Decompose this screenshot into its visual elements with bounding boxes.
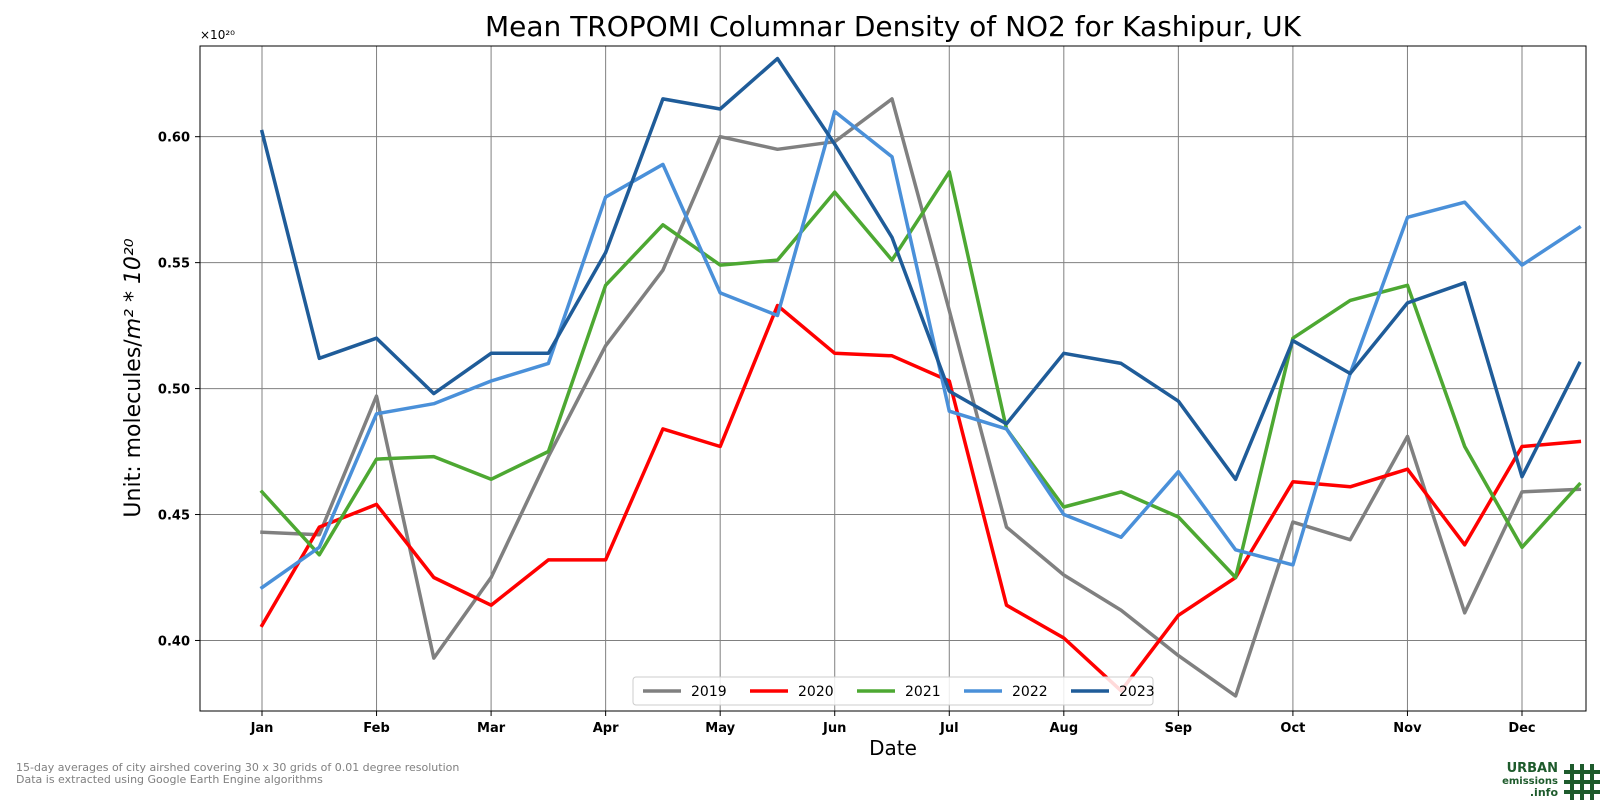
series-line-2021 bbox=[259, 170, 1582, 580]
legend-label-2019: 2019 bbox=[691, 684, 727, 700]
x-tick-label: Feb bbox=[363, 721, 389, 736]
legend-label-2020: 2020 bbox=[798, 684, 834, 700]
legend-label-2023: 2023 bbox=[1119, 684, 1155, 700]
x-tick-label: Apr bbox=[593, 721, 619, 736]
series-line-2023 bbox=[259, 56, 1582, 482]
y-tick-label: 0.55 bbox=[158, 257, 190, 272]
footnote-resolution: 15-day averages of city airshed covering… bbox=[16, 761, 460, 774]
plot-frame bbox=[199, 45, 1587, 712]
x-tick-label: Oct bbox=[1280, 721, 1305, 736]
grid bbox=[200, 46, 1586, 711]
x-axis-ticks: Jan Feb Mar Apr May Jun Jul Aug Sep Oct Nov Dec bbox=[250, 711, 1536, 736]
x-tick-label: May bbox=[705, 721, 735, 736]
footnote-source: Data is extracted using Google Earth Eng… bbox=[16, 773, 323, 786]
x-tick-label: Nov bbox=[1393, 721, 1422, 736]
y-offset-label: ×10²⁰ bbox=[200, 28, 235, 42]
logo-line3: .info bbox=[1529, 786, 1558, 799]
legend-label-2021: 2021 bbox=[905, 684, 941, 700]
logo-bar bbox=[1564, 780, 1600, 784]
x-axis-label: Date bbox=[869, 736, 917, 760]
series-lines bbox=[259, 56, 1582, 698]
x-tick-label: Dec bbox=[1508, 721, 1535, 736]
x-tick-label: Jul bbox=[939, 721, 959, 736]
x-tick-label: Aug bbox=[1050, 721, 1079, 736]
x-tick-label: Jan bbox=[250, 721, 274, 736]
y-tick-label: 0.40 bbox=[158, 634, 190, 649]
logo-bar bbox=[1590, 764, 1594, 800]
chart-title: Mean TROPOMI Columnar Density of NO2 for… bbox=[485, 10, 1302, 43]
logo-line1: URBAN bbox=[1506, 761, 1558, 776]
series-line-2019 bbox=[260, 97, 1582, 698]
y-axis-label-text: Unit: molecules/ bbox=[121, 339, 146, 518]
x-tick-label: Jun bbox=[822, 721, 846, 736]
series-line-2020 bbox=[259, 303, 1582, 693]
y-axis-label-math: m² * 10²⁰ bbox=[121, 238, 146, 339]
y-tick-label: 0.50 bbox=[158, 383, 190, 398]
y-axis-ticks: 0.40 0.45 0.50 0.55 0.60 bbox=[158, 131, 200, 649]
y-tick-label: 0.45 bbox=[158, 509, 190, 524]
hash-grid-icon bbox=[1564, 764, 1600, 800]
urban-emissions-logo: URBAN emissions .info bbox=[1495, 762, 1600, 800]
y-axis-label: Unit: molecules/m² * 10²⁰ bbox=[121, 238, 146, 517]
y-tick-label: 0.60 bbox=[158, 131, 190, 146]
x-tick-label: Mar bbox=[477, 721, 506, 736]
logo-line2: emissions bbox=[1502, 776, 1558, 787]
series-line-2022 bbox=[259, 109, 1582, 591]
legend: 2019 2020 2021 2022 2023 bbox=[632, 676, 1155, 706]
logo-bar bbox=[1564, 790, 1600, 794]
legend-label-2022: 2022 bbox=[1012, 684, 1048, 700]
x-tick-label: Sep bbox=[1165, 721, 1193, 736]
